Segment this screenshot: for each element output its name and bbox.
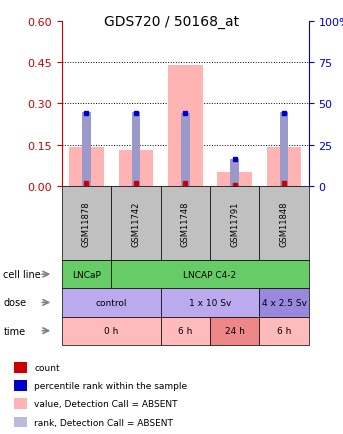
- Text: count: count: [34, 363, 60, 372]
- Text: rank, Detection Call = ABSENT: rank, Detection Call = ABSENT: [34, 418, 173, 427]
- Bar: [119, 151, 153, 187]
- Text: time: time: [3, 326, 26, 336]
- Text: 1 x 10 Sv: 1 x 10 Sv: [189, 298, 231, 307]
- Text: percentile rank within the sample: percentile rank within the sample: [34, 381, 187, 390]
- Bar: [267, 148, 301, 187]
- Text: 6 h: 6 h: [277, 326, 291, 335]
- Text: dose: dose: [3, 298, 26, 308]
- Bar: [217, 173, 252, 187]
- Bar: [181, 114, 190, 187]
- Bar: [168, 66, 202, 187]
- Text: 24 h: 24 h: [225, 326, 245, 335]
- Bar: [230, 159, 239, 187]
- Text: value, Detection Call = ABSENT: value, Detection Call = ABSENT: [34, 400, 178, 408]
- Text: LNCAP C4-2: LNCAP C4-2: [184, 270, 236, 279]
- Text: GSM11742: GSM11742: [131, 201, 140, 246]
- Text: cell line: cell line: [3, 270, 41, 279]
- Bar: [131, 112, 140, 187]
- Text: 0 h: 0 h: [104, 326, 118, 335]
- Text: GDS720 / 50168_at: GDS720 / 50168_at: [104, 15, 239, 29]
- Text: GSM11791: GSM11791: [230, 201, 239, 246]
- Bar: [82, 112, 91, 187]
- Text: LNCaP: LNCaP: [72, 270, 101, 279]
- Text: GSM11748: GSM11748: [181, 201, 190, 246]
- Text: 6 h: 6 h: [178, 326, 192, 335]
- Text: GSM11848: GSM11848: [280, 201, 288, 246]
- Bar: [69, 148, 104, 187]
- Text: 4 x 2.5 Sv: 4 x 2.5 Sv: [261, 298, 307, 307]
- Text: control: control: [95, 298, 127, 307]
- Bar: [280, 112, 288, 187]
- Text: GSM11878: GSM11878: [82, 201, 91, 246]
